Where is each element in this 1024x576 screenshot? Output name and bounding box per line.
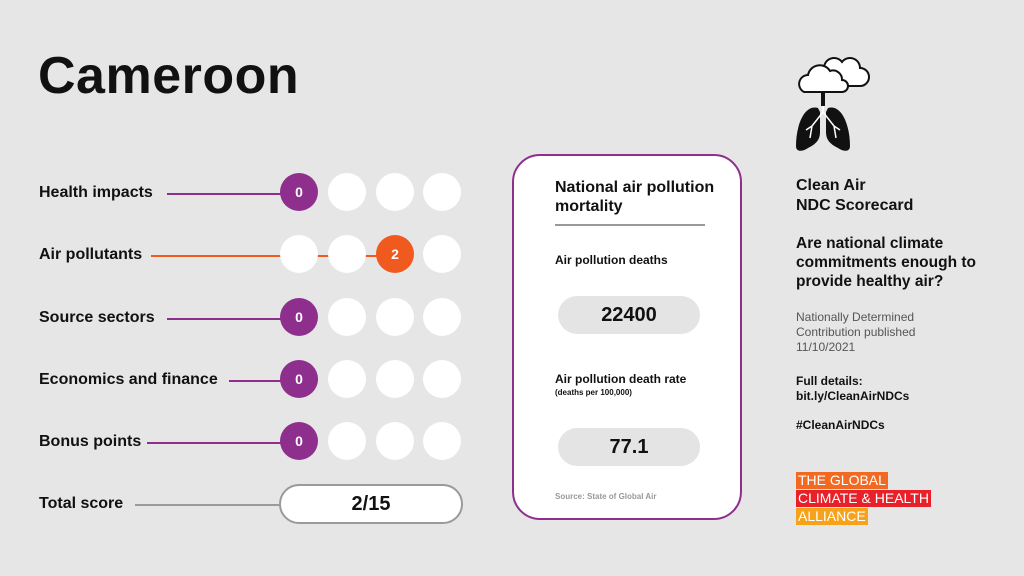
- connector-line: [135, 504, 281, 506]
- gcha-logo: THE GLOBAL CLIMATE & HEALTH ALLIANCE: [796, 472, 986, 526]
- score-badge: 2: [376, 235, 414, 273]
- empty-score-dot: [423, 173, 461, 211]
- hashtag: #CleanAirNDCs: [796, 418, 885, 432]
- country-title: Cameroon: [38, 47, 300, 105]
- total-score-label: Total score: [39, 495, 124, 512]
- connector-line: [151, 255, 386, 257]
- score-badge: 0: [280, 173, 318, 211]
- question-text: Are national climate commitments enough …: [796, 235, 976, 290]
- divider: [555, 224, 705, 226]
- deaths-value: 22400: [558, 296, 700, 334]
- score-row: Bonus points 0: [39, 422, 479, 462]
- mortality-card-title: National air pollution mortality: [555, 179, 715, 215]
- empty-score-dot: [280, 235, 318, 273]
- score-badge: 0: [280, 422, 318, 460]
- ndc-line-1: Nationally Determined: [796, 310, 915, 324]
- empty-score-dot: [423, 360, 461, 398]
- total-score-row: Total score 2/15: [39, 484, 479, 524]
- score-row: Air pollutants 2: [39, 235, 479, 275]
- death-rate-value: 77.1: [558, 428, 700, 466]
- connector-line: [147, 442, 290, 444]
- empty-score-dot: [423, 298, 461, 336]
- score-row: Economics and finance 0: [39, 360, 479, 400]
- ndc-date: 11/10/2021: [796, 340, 856, 354]
- mortality-card: National air pollution mortality Air pol…: [512, 154, 742, 520]
- scorecard-heading: Clean Air NDC Scorecard: [796, 176, 986, 216]
- death-rate-label: Air pollution death rate: [555, 372, 687, 386]
- logo-line-3: ALLIANCE: [796, 508, 868, 525]
- category-label: Air pollutants: [39, 246, 143, 263]
- details-label: Full details:: [796, 374, 863, 388]
- score-row: Health impacts 0: [39, 173, 479, 213]
- total-score-value: 2/15: [279, 484, 463, 524]
- details-link[interactable]: bit.ly/CleanAirNDCs: [796, 389, 910, 403]
- empty-score-dot: [376, 173, 414, 211]
- empty-score-dot: [328, 173, 366, 211]
- full-details: Full details: bit.ly/CleanAirNDCs: [796, 374, 986, 404]
- connector-line: [229, 380, 290, 382]
- ndc-line-2: Contribution published: [796, 325, 916, 339]
- source-note: Source: State of Global Air: [555, 492, 657, 501]
- category-label: Source sectors: [39, 309, 155, 326]
- empty-score-dot: [328, 360, 366, 398]
- empty-score-dot: [328, 298, 366, 336]
- logo-line-2: CLIMATE & HEALTH: [796, 490, 931, 507]
- category-label: Economics and finance: [39, 371, 218, 388]
- score-badge: 0: [280, 360, 318, 398]
- heading-line-1: Clean Air: [796, 177, 866, 194]
- logo-line-1: THE GLOBAL: [796, 472, 888, 489]
- empty-score-dot: [423, 235, 461, 273]
- connector-line: [167, 318, 290, 320]
- deaths-label: Air pollution deaths: [555, 253, 668, 267]
- empty-score-dot: [328, 235, 366, 273]
- score-row: Source sectors 0: [39, 298, 479, 338]
- empty-score-dot: [376, 422, 414, 460]
- category-label: Health impacts: [39, 184, 153, 201]
- connector-line: [167, 193, 290, 195]
- ndc-info: Nationally Determined Contribution publi…: [796, 310, 986, 355]
- empty-score-dot: [328, 422, 366, 460]
- divider: [796, 363, 986, 364]
- cloud-lungs-icon: [796, 57, 870, 151]
- score-badge: 0: [280, 298, 318, 336]
- empty-score-dot: [423, 422, 461, 460]
- death-rate-sublabel: (deaths per 100,000): [555, 388, 632, 397]
- empty-score-dot: [376, 298, 414, 336]
- category-label: Bonus points: [39, 433, 142, 450]
- empty-score-dot: [376, 360, 414, 398]
- heading-line-2: NDC Scorecard: [796, 197, 914, 214]
- divider: [796, 298, 986, 299]
